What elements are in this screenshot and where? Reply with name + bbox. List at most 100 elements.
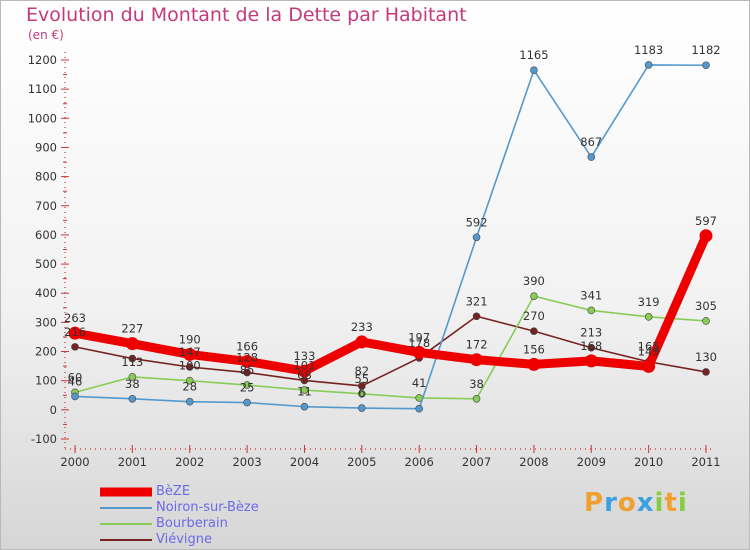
data-point [125, 337, 139, 351]
data-point [128, 373, 137, 381]
data-point [243, 381, 251, 389]
data-label: 172 [466, 338, 488, 352]
legend-label-beze: BèZE [156, 484, 191, 499]
x-tick-label: 2005 [347, 455, 376, 469]
data-label: 597 [695, 214, 717, 228]
data-point [412, 345, 426, 359]
legend-item-beze: BèZE [100, 484, 259, 500]
data-point [185, 397, 194, 406]
data-label: 321 [466, 294, 488, 308]
data-label: 390 [523, 274, 545, 288]
legend-swatch-bourberain [100, 523, 152, 525]
x-tick-label: 2001 [118, 455, 147, 469]
data-point [128, 394, 137, 403]
data-label: 216 [64, 325, 86, 339]
data-label: 68 [297, 368, 312, 382]
data-point [470, 353, 484, 367]
y-tick-label: -100 [31, 432, 57, 446]
data-label: 113 [121, 355, 143, 369]
x-tick-label: 2011 [691, 455, 720, 469]
data-label: 341 [580, 288, 602, 302]
y-tick-label: 1200 [28, 53, 57, 67]
data-point [68, 326, 82, 340]
x-tick-label: 2003 [232, 455, 261, 469]
data-label: 133 [293, 349, 315, 363]
logo-letter: r [604, 488, 618, 518]
data-label: 128 [236, 351, 258, 365]
series-line-thin [74, 295, 707, 400]
data-label: 270 [523, 309, 545, 323]
data-label: 156 [523, 342, 545, 356]
data-point [185, 363, 194, 371]
data-label: 1165 [519, 48, 548, 62]
data-point [530, 327, 538, 335]
legend-item-vievigne: Viévigne [100, 532, 259, 548]
x-tick-label: 2007 [462, 455, 491, 469]
data-point [702, 317, 710, 325]
data-point [358, 404, 366, 412]
data-label: 11 [297, 385, 312, 399]
data-point [472, 233, 481, 242]
proxiti-logo: Proxiti [584, 488, 688, 518]
data-label: 165 [638, 340, 660, 354]
data-point [300, 402, 309, 411]
y-tick-label: 100 [35, 374, 57, 388]
data-label: 166 [236, 339, 258, 353]
data-point [358, 390, 366, 398]
data-label: 149 [638, 344, 660, 358]
data-label: 60 [68, 370, 83, 384]
data-label: 197 [408, 330, 430, 344]
data-point [185, 376, 194, 385]
data-label: 233 [351, 320, 373, 334]
data-point [243, 398, 251, 407]
data-label: 305 [695, 299, 717, 313]
x-tick-label: 2009 [577, 455, 606, 469]
data-point [183, 347, 197, 361]
chart-subtitle: (en €) [28, 28, 64, 42]
data-point [71, 343, 79, 351]
data-point [644, 313, 653, 321]
legend-item-bourberain: Bourberain [100, 516, 259, 532]
legend-label-noiron: Noiron-sur-Bèze [156, 500, 259, 515]
series-line-thin [74, 315, 707, 387]
data-point [240, 354, 254, 368]
y-tick-label: 1000 [28, 111, 57, 125]
data-point [587, 343, 596, 352]
data-point [699, 229, 713, 243]
data-label: 168 [580, 339, 602, 353]
series-line-thin [74, 64, 707, 410]
data-label: 1183 [634, 43, 663, 57]
data-label: 147 [179, 345, 201, 359]
legend-label-bourberain: Bourberain [156, 516, 228, 531]
legend-swatch-beze [100, 487, 152, 497]
legend-swatch-vievigne [100, 539, 152, 541]
data-label: 1182 [691, 43, 720, 57]
data-label: 263 [64, 311, 86, 325]
data-point [642, 359, 656, 373]
x-tick-label: 2006 [405, 455, 434, 469]
y-tick-label: 500 [35, 257, 57, 271]
x-tick-label: 2008 [519, 455, 548, 469]
data-label: 82 [354, 364, 369, 378]
legend-item-noiron: Noiron-sur-Bèze [100, 500, 259, 516]
data-point [243, 368, 251, 377]
y-tick-label: 200 [35, 345, 57, 359]
data-label: 130 [695, 350, 717, 364]
data-label: 46 [68, 374, 83, 388]
data-point [702, 61, 710, 70]
data-label: 28 [182, 380, 197, 394]
data-point [587, 306, 596, 315]
data-label: 38 [469, 377, 484, 391]
y-tick-label: 700 [35, 199, 57, 213]
y-tick-label: 900 [35, 140, 57, 154]
data-point [415, 404, 423, 413]
x-tick-label: 2010 [634, 455, 663, 469]
data-point [644, 61, 653, 69]
data-label: 319 [638, 295, 660, 309]
data-point [297, 364, 311, 378]
logo-letter: x [636, 488, 655, 518]
y-tick-label: 0 [50, 403, 57, 417]
data-label: 227 [121, 322, 143, 336]
